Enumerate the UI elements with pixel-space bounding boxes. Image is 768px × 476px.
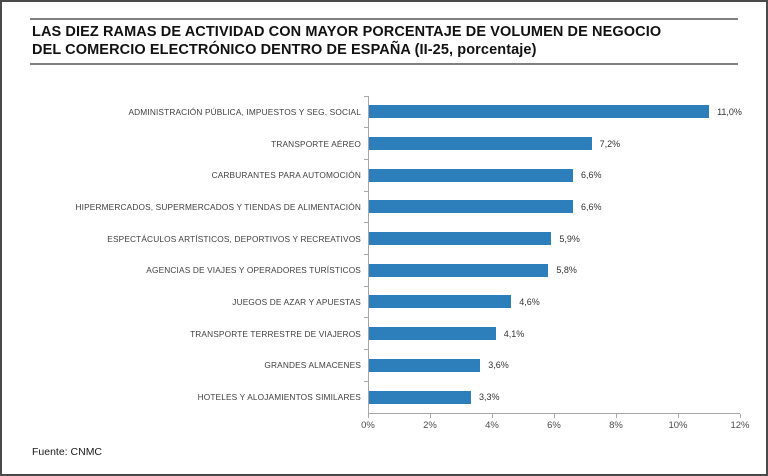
bar-row: TRANSPORTE AÉREO 7,2% — [2, 127, 740, 160]
x-axis-tick — [678, 413, 679, 418]
source-note: Fuente: CNMC — [32, 445, 103, 458]
category-label: ADMINISTRACIÓN PÚBLICA, IMPUESTOS Y SEG.… — [128, 106, 361, 117]
bar-row: HIPERMERCADOS, SUPERMERCADOS Y TIENDAS D… — [2, 190, 740, 223]
x-axis-tick — [492, 413, 493, 418]
x-axis-tick-label: 6% — [547, 419, 561, 431]
value-label: 4,6% — [519, 296, 540, 307]
bar — [369, 295, 512, 309]
plot-cell: 5,9% — [364, 222, 740, 255]
x-axis-area: 0% 2% 4% 6% 8% 10% 12% — [361, 412, 750, 436]
category-label: TRANSPORTE TERRESTRE DE VIAJEROS — [190, 328, 361, 339]
category-label: ESPECTÁCULOS ARTÍSTICOS, DEPORTIVOS Y RE… — [107, 233, 361, 244]
bar — [369, 200, 574, 214]
x-axis-tick-label: 4% — [485, 419, 499, 431]
category-label: GRANDES ALMACENES — [264, 360, 361, 371]
plot-cell: 6,6% — [364, 158, 740, 192]
plot-cell: 11,0% — [364, 95, 742, 128]
value-label: 6,6% — [581, 170, 602, 181]
bar-row: ADMINISTRACIÓN PÚBLICA, IMPUESTOS Y SEG.… — [2, 95, 742, 128]
x-axis: 0% 2% 4% 6% 8% 10% 12% — [361, 412, 750, 436]
plot-cell: 3,3% — [364, 380, 740, 413]
bar-row: HOTELES Y ALOJAMIENTOS SIMILARES 3,3% — [2, 380, 740, 413]
plot-cell: 4,1% — [364, 317, 740, 350]
bar — [369, 232, 552, 246]
category-label: AGENCIAS DE VIAJES Y OPERADORES TURÍSTIC… — [146, 265, 361, 276]
value-label: 5,8% — [556, 265, 577, 276]
bar-row: JUEGOS DE AZAR Y APUESTAS 4,6% — [2, 285, 740, 318]
bar-rows: ADMINISTRACIÓN PÚBLICA, IMPUESTOS Y SEG.… — [2, 95, 742, 413]
plot-cell: 7,2% — [364, 127, 740, 160]
plot-cell: 3,6% — [364, 349, 740, 382]
x-axis-tick — [430, 413, 431, 418]
x-axis-tick — [740, 413, 741, 418]
x-axis-tick-label: 12% — [730, 419, 750, 431]
category-label: HOTELES Y ALOJAMIENTOS SIMILARES — [197, 392, 361, 403]
bar — [369, 390, 472, 404]
bar — [369, 168, 574, 182]
bar — [369, 105, 710, 119]
value-label: 3,6% — [488, 360, 509, 371]
category-label: HIPERMERCADOS, SUPERMERCADOS Y TIENDAS D… — [75, 201, 361, 212]
category-label: TRANSPORTE AÉREO — [271, 138, 361, 149]
value-label: 7,2% — [599, 138, 621, 149]
chart-title-line-2: DEL COMERCIO ELECTRÓNICO DENTRO DE ESPAÑ… — [32, 42, 537, 58]
bar-row: TRANSPORTE TERRESTRE DE VIAJEROS 4,1% — [2, 317, 740, 350]
category-label: JUEGOS DE AZAR Y APUESTAS — [232, 296, 361, 307]
bar-row: AGENCIAS DE VIAJES Y OPERADORES TURÍSTIC… — [2, 253, 740, 287]
category-label: CARBURANTES PARA AUTOMOCIÓN — [211, 170, 361, 181]
chart-title-line-1: LAS DIEZ RAMAS DE ACTIVIDAD CON MAYOR PO… — [32, 24, 662, 40]
bar-row: ESPECTÁCULOS ARTÍSTICOS, DEPORTIVOS Y RE… — [2, 222, 740, 255]
bar — [369, 263, 549, 277]
value-label: 4,1% — [503, 328, 525, 339]
x-axis-tick-label: 0% — [361, 419, 375, 431]
value-label: 3,3% — [479, 392, 500, 403]
plot-cell: 4,6% — [364, 285, 740, 318]
value-label: 11,0% — [717, 106, 742, 117]
bar — [369, 137, 592, 151]
x-axis-tick — [554, 413, 555, 418]
plot-cell: 5,8% — [364, 253, 740, 287]
chart-title: LAS DIEZ RAMAS DE ACTIVIDAD CON MAYOR PO… — [30, 18, 738, 65]
x-axis-tick-label: 8% — [609, 419, 623, 431]
x-axis-tick-label: 10% — [668, 419, 688, 431]
bar-row: CARBURANTES PARA AUTOMOCIÓN 6,6% — [2, 158, 740, 192]
x-axis-tick — [368, 413, 369, 418]
value-label: 6,6% — [581, 201, 602, 212]
plot-cell: 6,6% — [364, 190, 740, 223]
bar-row: GRANDES ALMACENES 3,6% — [2, 349, 740, 382]
bar — [369, 358, 481, 372]
bar-chart: ADMINISTRACIÓN PÚBLICA, IMPUESTOS Y SEG.… — [2, 95, 766, 436]
bar — [369, 327, 496, 341]
value-label: 5,9% — [559, 233, 580, 244]
x-axis-tick-label: 2% — [423, 419, 437, 431]
x-axis-tick — [616, 413, 617, 418]
